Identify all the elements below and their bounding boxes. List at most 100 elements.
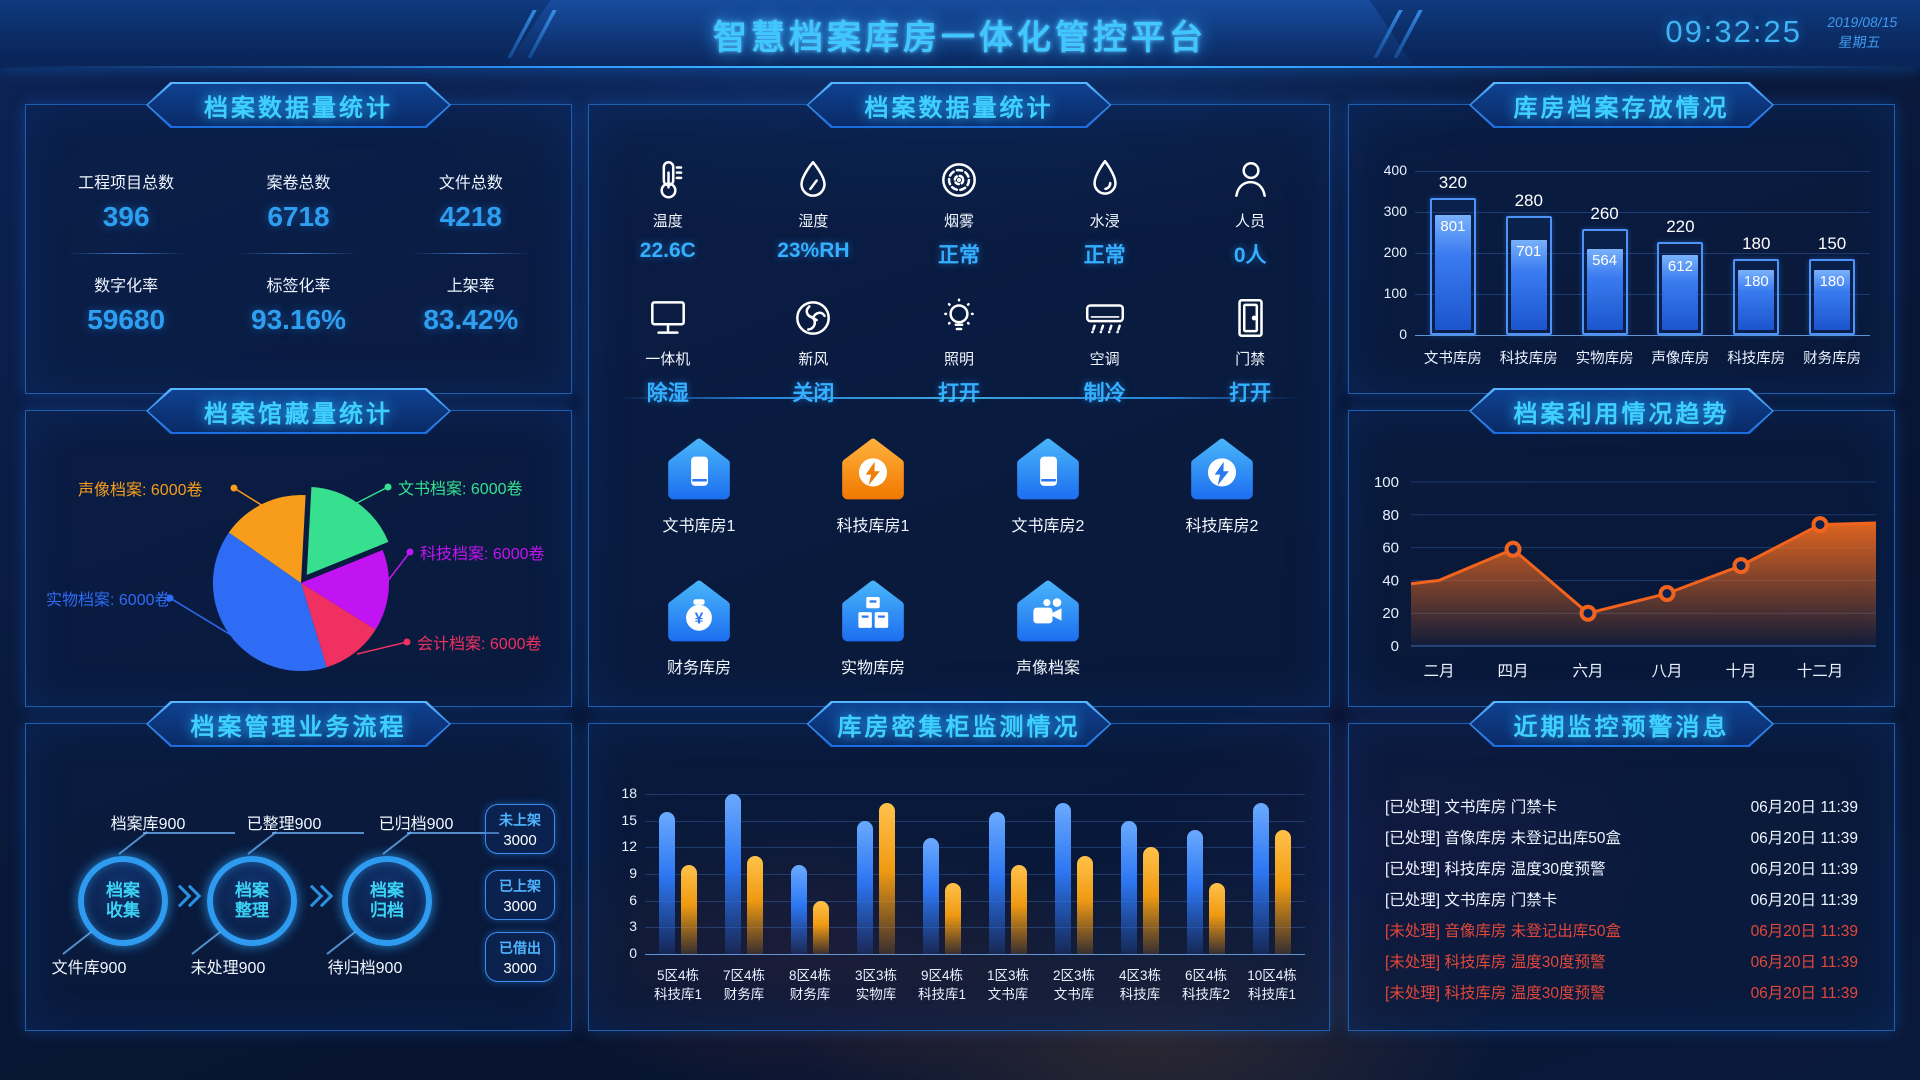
flow-status-button[interactable]: 已借出 3000: [485, 932, 555, 982]
x-tick-label: 9区4栋: [920, 968, 964, 983]
stat-item: 案卷总数 6718: [266, 169, 330, 233]
panel-title-badge: 档案馆藏量统计: [146, 388, 451, 434]
flow-status-button[interactable]: 未上架 3000: [485, 804, 555, 854]
stat-label: 标签化率: [266, 278, 331, 295]
bar-blue: [1253, 802, 1269, 954]
sensor-label: 新风: [798, 351, 829, 368]
water-icon: [1082, 157, 1128, 203]
alert-time: 06月20日 11:39: [1750, 860, 1858, 878]
sensor-item-烟雾: 烟雾 正常: [889, 157, 1029, 269]
room-tile-声像档案[interactable]: 声像档案: [983, 577, 1113, 678]
x-tick-label: 10区4栋: [1247, 968, 1297, 983]
capacity-label: 260: [1590, 204, 1619, 224]
alert-row: [已处理] 音像库房 未登记出库50盒 06月20日 11:39: [1385, 821, 1858, 852]
flow-step-circle: 档案 收集: [78, 856, 168, 946]
alert-row: [已处理] 文书库房 门禁卡 06月20日 11:39: [1385, 790, 1858, 821]
sensor-label: 门禁: [1235, 351, 1266, 368]
alert-row: [未处理] 科技库房 温度30度预警 06月20日 11:39: [1385, 945, 1858, 976]
room-tile-文书库房1[interactable]: 文书库房1: [634, 435, 764, 536]
button-value: 3000: [503, 959, 537, 977]
x-tick-label: 2区3栋: [1052, 968, 1096, 983]
svg-text:0: 0: [1391, 638, 1399, 655]
svg-text:十二月: 十二月: [1797, 662, 1844, 680]
panel-title-badge: 档案数据量统计: [806, 82, 1112, 128]
alert-text: [未处理] 音像库房 未登记出库50盒: [1385, 922, 1621, 940]
room-tile-实物库房[interactable]: 实物库房: [808, 577, 938, 678]
panel-title-badge: 档案利用情况趋势: [1469, 388, 1774, 434]
bar-orange: [1077, 856, 1093, 954]
stats-grid: 工程项目总数 396 数字化率 59680 案卷总数 6718 标签化率 93.16% 文件总数…: [26, 105, 571, 336]
room-label: 科技库房2: [1185, 518, 1259, 535]
fresh-air-icon: [790, 295, 836, 341]
x-tick-label: 8区4栋: [788, 968, 832, 983]
gridline: [645, 927, 1305, 929]
humidity-icon: [790, 157, 836, 203]
room-tile-科技库房2[interactable]: 科技库房2: [1157, 435, 1287, 536]
sensor-item-照明: 照明 打开: [889, 295, 1029, 407]
sensor-value: 0人: [1233, 244, 1267, 267]
svg-text:二月: 二月: [1423, 663, 1454, 680]
bar-blue: [1121, 820, 1137, 954]
storage-bar-outline: 801: [1429, 197, 1476, 335]
panel-collection-pie: 档案馆藏量统计 文书档案: 6000卷 科技档案: 6000卷 会计档案: 6000…: [25, 388, 572, 707]
bar-orange: [1011, 865, 1027, 954]
usage-trend-chart: 0 20 40 60 80 100 二月 四月 六月 八月 十月 十二月: [1349, 411, 1894, 706]
stat-label: 文件总数: [438, 175, 503, 192]
divider-line: [617, 397, 1301, 399]
room-tile-文书库房2[interactable]: 文书库房2: [983, 435, 1113, 536]
panel-title: 档案馆藏量统计: [204, 400, 393, 428]
panel-title: 库房档案存放情况: [1513, 94, 1730, 122]
x-tick-label: 科技库1: [917, 987, 966, 1002]
flow-connector-line: [191, 931, 221, 955]
stored-label: 801: [1440, 218, 1466, 236]
stored-label: 701: [1516, 242, 1542, 260]
lighting-icon: [936, 295, 982, 341]
sensor-label: 温度: [652, 213, 683, 230]
sensor-item-温度: 温度 22.6C: [598, 157, 738, 269]
stat-item: 数字化率 59680: [87, 272, 165, 336]
storage-bar-fill: 612: [1662, 255, 1699, 330]
alert-text: [已处理] 音像库房 未登记出库50盒: [1385, 829, 1621, 847]
sensor-value: 制冷: [1083, 382, 1126, 405]
room-label: 财务库房: [666, 660, 731, 677]
stat-value: 6718: [267, 201, 330, 232]
stat-column: 工程项目总数 396 数字化率 59680: [41, 169, 212, 336]
gridline: [1415, 253, 1870, 254]
panel-title: 档案利用情况趋势: [1513, 400, 1730, 428]
stored-label: 564: [1592, 252, 1618, 270]
flow-status-button[interactable]: 已上架 3000: [485, 870, 555, 920]
flow-top-label: 已整理900: [246, 816, 322, 833]
panel-usage-trend: 档案利用情况趋势 0 20 40 60 80 100 二月 四月 六月 八月 十月 十二月: [1348, 388, 1895, 707]
bar-blue: [857, 820, 873, 954]
sensor-value: 23%RH: [777, 239, 850, 262]
sensor-value: 关闭: [792, 382, 835, 405]
y-tick-label: 3: [629, 918, 637, 935]
button-label: 未上架: [499, 811, 541, 828]
sensor-value: 正常: [937, 244, 980, 267]
y-tick-label: 300: [1383, 203, 1407, 219]
y-tick-label: 15: [621, 811, 637, 828]
pie-slice-label: 文书档案: 6000卷: [398, 481, 523, 498]
room-tile-科技库房1[interactable]: 科技库房1: [808, 435, 938, 536]
room-tile-财务库房[interactable]: ¥ 财务库房: [634, 577, 764, 678]
stored-label: 180: [1819, 272, 1845, 290]
sensor-value: 22.6C: [639, 239, 696, 262]
flow-connector-line: [272, 832, 364, 834]
door-icon: [1227, 295, 1273, 341]
bar-blue: [1187, 829, 1203, 954]
panel-title: 档案数据量统计: [204, 94, 393, 122]
panel-title-badge: 近期监控预警消息: [1469, 701, 1774, 747]
room-label: 科技库房1: [836, 518, 910, 535]
gridline: [645, 794, 1305, 795]
gridline: [645, 847, 1305, 849]
panel-archive-stats: 档案数据量统计 工程项目总数 396 数字化率 59680 案卷总数 6718 标签化率 93…: [25, 82, 572, 394]
sensor-label: 湿度: [798, 213, 829, 230]
sensor-item-人员: 人员 0人: [1180, 157, 1320, 269]
alert-time: 06月20日 11:39: [1750, 829, 1858, 847]
sensor-item-湿度: 湿度 23%RH: [743, 157, 883, 269]
sensor-item-空调: 空调 制冷: [1035, 295, 1175, 407]
room-label: 声像档案: [1015, 660, 1080, 677]
bar-orange: [747, 856, 763, 954]
flow-connector-line: [62, 931, 92, 955]
svg-text:100: 100: [1374, 474, 1399, 491]
